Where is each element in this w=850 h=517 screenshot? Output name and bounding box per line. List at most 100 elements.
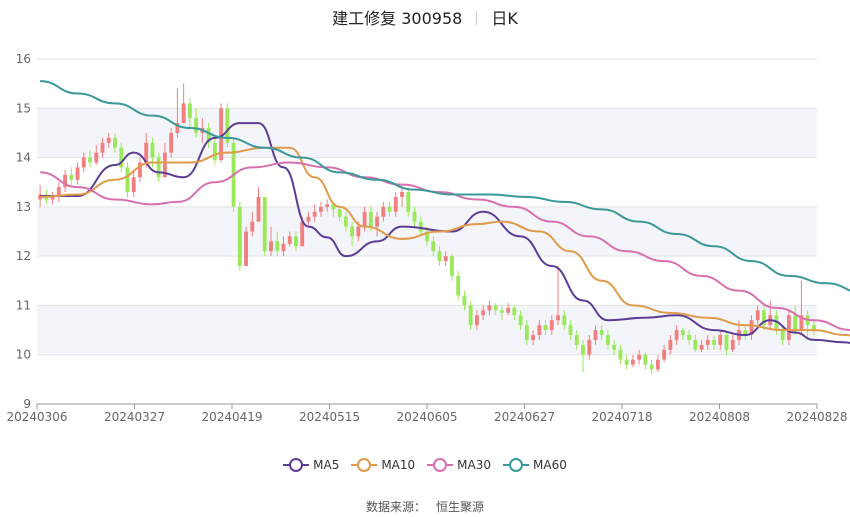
legend-label: MA30 [457,458,492,472]
candle-body [811,325,816,331]
candle [406,189,411,217]
candle [624,354,629,370]
candle [337,206,342,222]
background-bands [37,108,817,355]
moving-average-lines [40,80,850,345]
candle [462,290,467,311]
candle-body [262,197,267,252]
candle-body [225,108,230,143]
candle-body [412,211,417,222]
candle [799,280,804,335]
candle [56,182,61,202]
x-tick-label: 20240515 [299,410,360,424]
candle-body [593,330,598,340]
candle-body [468,305,473,326]
candle [437,246,442,266]
candle-body [381,206,386,217]
candle [294,231,298,252]
candle [655,354,660,372]
candle-body [531,335,536,340]
candle-body [325,204,330,207]
candle [269,226,273,257]
candle-body [793,315,798,331]
candle-body [730,339,735,350]
legend-item-ma60[interactable]: MA60 [503,458,567,472]
legend-label: MA60 [533,458,567,472]
candle [225,103,230,148]
candle-body [244,231,248,266]
candle-body [113,137,117,148]
y-tick-label: 9 [23,397,31,411]
candle [212,137,217,165]
legend-item-ma10[interactable]: MA10 [351,458,415,472]
candle-body [606,335,610,345]
candle-body [587,339,592,355]
candle-body [281,243,286,252]
candle-body [699,344,704,350]
candle-body [630,359,635,365]
candle-body [549,320,554,331]
candle [537,320,542,340]
candle [481,305,486,321]
candle-body [287,236,292,244]
candle [699,339,704,353]
stock-name: 建工修复 300958 [332,9,463,28]
candle-body [375,216,380,227]
candle [556,266,560,326]
candle-body [194,118,199,133]
candle-body [786,315,791,340]
y-tick-label: 14 [16,151,31,165]
candle [612,339,617,355]
candle-body [131,177,136,193]
candle-body [618,349,623,360]
candle [786,310,791,345]
band-14 [37,108,817,158]
source-value: 恒生聚源 [436,500,485,514]
candle-body [524,325,529,340]
candle [162,142,167,178]
candle [181,83,186,124]
candle-body [318,206,323,212]
candle [587,335,592,360]
candle-body [755,310,760,321]
candle [593,325,598,345]
candle [705,335,710,350]
candle [106,132,111,148]
candle [387,201,392,217]
candle-body [431,241,436,252]
legend-item-ma30[interactable]: MA30 [427,458,491,472]
candle-body [337,209,342,217]
candle-body [63,174,68,188]
candle-body [562,315,567,326]
candle [94,145,99,165]
candle [325,199,330,212]
candle [175,88,180,138]
candle-body [362,211,367,227]
candle-body [668,339,673,350]
candle-body [687,335,692,340]
candle-body [693,339,698,350]
source-label: 数据来源： [365,500,426,514]
candle-body [350,226,355,237]
candle [574,330,579,350]
candle [630,354,635,368]
candle [412,206,417,227]
candle-body [680,330,685,335]
candle [381,201,386,222]
candle-body [474,315,479,326]
candle [531,330,536,345]
legend-swatch [283,458,310,472]
legend-item-ma5[interactable]: MA5 [283,458,339,472]
y-tick-label: 12 [16,249,31,263]
candle [350,221,355,247]
data-source: 数据来源： 恒生聚源 [0,498,850,515]
y-tick-label: 11 [16,298,31,312]
candle [730,335,735,353]
candle [262,197,267,257]
candle [281,236,286,257]
candle-body [762,310,766,326]
candle [543,320,548,335]
candle [75,162,80,185]
candle-body [543,325,548,331]
x-tick-label: 20240808 [689,410,750,424]
